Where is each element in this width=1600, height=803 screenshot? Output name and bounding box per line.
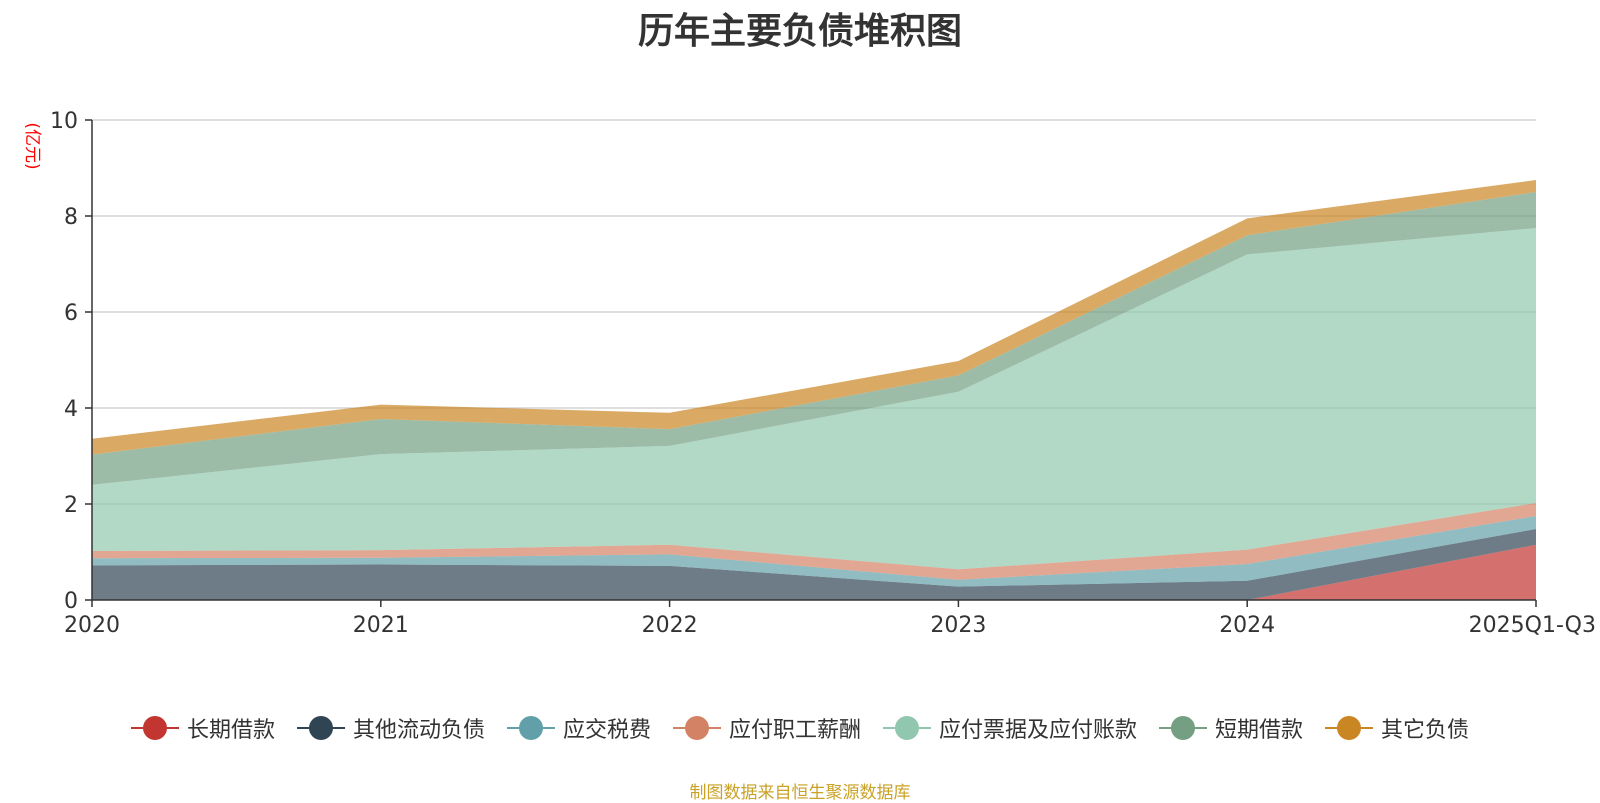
legend-label: 应交税费 (562, 718, 651, 743)
area-series (92, 516, 1536, 587)
legend-marker-icon (506, 716, 555, 740)
data-point (668, 411, 672, 415)
x-tick-label: 2021 (353, 613, 409, 638)
legend-item[interactable]: 短期借款 (1159, 712, 1303, 744)
legend-marker-icon (296, 716, 345, 740)
area-series (92, 192, 1536, 485)
y-tick-label: 10 (50, 109, 78, 134)
legend-label: 应付票据及应付账款 (939, 718, 1138, 743)
legend-marker-icon (672, 716, 721, 740)
data-point (1534, 178, 1538, 182)
y-tick-label: 2 (64, 493, 78, 518)
legend-marker-icon (1325, 716, 1374, 740)
stacked-areas (92, 178, 1538, 600)
data-point (1245, 216, 1249, 220)
data-point (379, 403, 383, 407)
legend-item[interactable]: 其它负债 (1325, 712, 1469, 744)
chart-title: 历年主要负债堆积图 (637, 11, 962, 52)
area-series (92, 544, 1536, 600)
x-tick-label: 2025Q1-Q3 (1469, 613, 1596, 638)
legend-marker-icon (130, 716, 179, 740)
x-tick-label: 2024 (1219, 613, 1275, 638)
area-series (92, 529, 1536, 600)
legend-item[interactable]: 应付票据及应付账款 (883, 712, 1137, 744)
source-note: 制图数据来自恒生聚源数据库 (689, 783, 911, 803)
legend-label: 其他流动负债 (352, 718, 485, 743)
legend-item[interactable]: 应交税费 (506, 712, 651, 744)
y-tick-label: 6 (64, 301, 78, 326)
legend-item[interactable]: 长期借款 (130, 712, 275, 744)
axes: 0 2 4 6 8 10 2020 2021 2022 2023 2024 2025Q1-Q3 (50, 109, 1596, 638)
y-tick-label: 4 (64, 397, 78, 422)
area-series (92, 180, 1536, 455)
legend-label: 应付职工薪酬 (728, 718, 861, 743)
legend-label: 长期借款 (186, 718, 275, 743)
y-tick-label: 0 (64, 589, 78, 614)
legend-marker-icon (883, 716, 931, 740)
chart-legend: 长期借款 其他流动负债 应交税费 应付职工薪酬 应付票据及应付账款 短期借款 其它负债 (0, 712, 1600, 744)
data-point (956, 359, 960, 363)
y-tick-label: 8 (64, 205, 78, 230)
x-tick-label: 2020 (64, 613, 120, 638)
legend-label: 其它负债 (1381, 718, 1470, 743)
x-tick-label: 2023 (930, 613, 986, 638)
y-axis-label: (亿元) (22, 122, 42, 169)
x-tick-label: 2022 (642, 613, 698, 638)
legend-item[interactable]: 其他流动负债 (296, 712, 485, 744)
area-series (92, 503, 1536, 580)
legend-marker-icon (1159, 716, 1208, 740)
legend-label: 短期借款 (1215, 718, 1304, 743)
legend-item[interactable]: 应付职工薪酬 (672, 712, 861, 744)
area-series (92, 228, 1536, 570)
